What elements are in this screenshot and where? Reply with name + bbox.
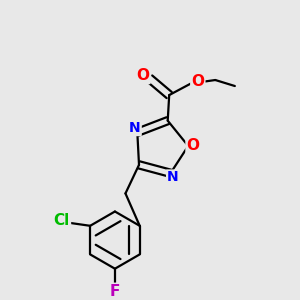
Text: N: N — [167, 170, 179, 184]
Text: O: O — [136, 68, 149, 83]
Text: Cl: Cl — [54, 214, 70, 229]
Text: N: N — [129, 121, 141, 135]
Text: O: O — [191, 74, 204, 89]
Text: O: O — [187, 138, 200, 153]
Text: F: F — [110, 284, 120, 299]
